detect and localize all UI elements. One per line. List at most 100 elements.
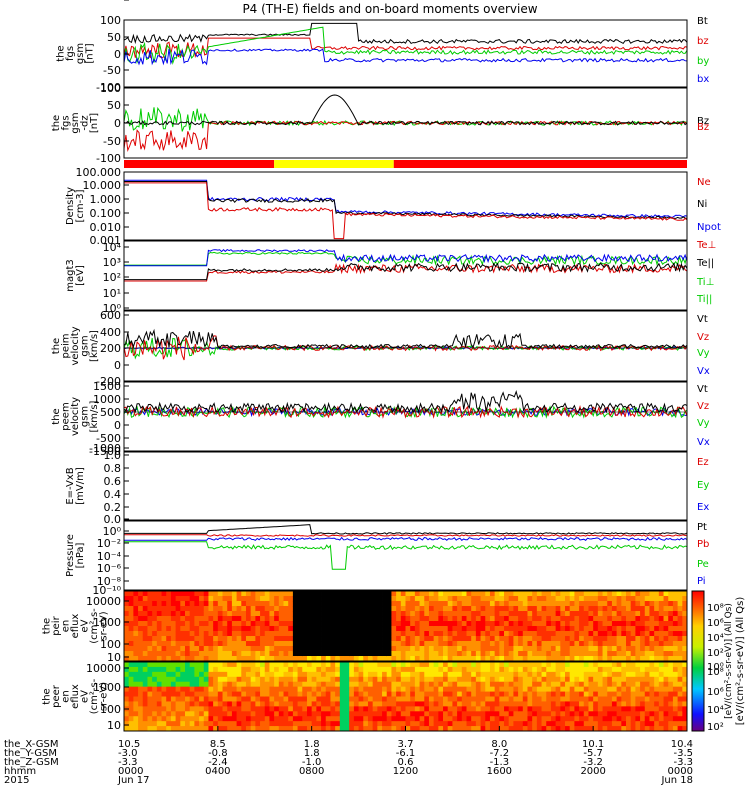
peir-spec-ylabel-line-5: (cm²-s- bbox=[89, 608, 100, 644]
peem-velocity-ylabel-line-3: gsm bbox=[80, 406, 91, 427]
fgs-gsm-dz-legend-1: Bz bbox=[697, 122, 709, 133]
fgs-gsm-ylabel-line-2: gsm bbox=[75, 43, 86, 64]
pb-trace bbox=[124, 534, 688, 537]
peim-velocity-ytick-label-3: 0 bbox=[114, 359, 121, 372]
temperature-legend-2: Ti⊥ bbox=[696, 277, 714, 288]
pressure-ytick-label-4: 10⁻⁸ bbox=[97, 575, 122, 588]
fgs-gsm-dz-ytick-label-2: 0 bbox=[114, 117, 121, 130]
temperature-ytick-label-4: 10⁰ bbox=[103, 302, 122, 315]
pi-trace bbox=[124, 536, 688, 541]
xtick-5-row-2: -3.2 bbox=[583, 757, 603, 768]
xtick-4-row-2: -1.3 bbox=[490, 757, 510, 768]
colorbar1-tick-4: 10⁰ bbox=[707, 662, 724, 673]
peem-velocity-legend-2: Vy bbox=[697, 418, 710, 429]
peer-spec-ylabel-line-5: (cm²-s- bbox=[89, 678, 100, 714]
peer-spec-ylabel-line-0: the bbox=[42, 688, 53, 704]
xtick-3-row-1: -6.1 bbox=[396, 748, 416, 759]
peem-velocity-frame bbox=[123, 381, 688, 452]
peir-spec-ylabel-line-4: eV bbox=[80, 619, 91, 632]
xaxis-row-label-0: the_X-GSM bbox=[4, 739, 58, 750]
ti-trace bbox=[124, 251, 688, 267]
peem-velocity-legend-3: Vx bbox=[697, 437, 710, 448]
pressure-ytick-label-3: 10⁻⁶ bbox=[97, 562, 122, 575]
fgs-gsm-dz-ytick-label-4: -100 bbox=[96, 152, 121, 165]
dz-red-trace bbox=[123, 120, 688, 153]
xtick-2-row-3: 0800 bbox=[299, 766, 324, 777]
peer-spec-ytick-label-2: 100 bbox=[100, 703, 121, 716]
colorbar-label-2: [eV/(cm²-s-sr-eV)] (All Qs) bbox=[724, 603, 734, 719]
peer-spec-ylabel-line-4: eV bbox=[80, 690, 91, 703]
density-ylabel-line-1: [cm-3] bbox=[75, 189, 86, 222]
temperature-ylabel-line-1: [eV] bbox=[75, 265, 86, 286]
density-legend-2: Npot bbox=[697, 222, 721, 233]
fgs-gsm-dz-ytick-label-3: -50 bbox=[103, 135, 121, 148]
density-ylabel: Density[cm-3] bbox=[65, 187, 86, 225]
colorbar-label: [eV/(cm²-s-sr-eV)] (All Qs) bbox=[735, 597, 746, 726]
xaxis-row-label-4: 2015 bbox=[4, 775, 29, 786]
efield-ytick-label-5: 0.0 bbox=[104, 513, 122, 526]
peim-velocity-ylabel-line-0: the bbox=[51, 338, 62, 354]
xtick-6-row-2: -3.3 bbox=[673, 757, 693, 768]
peem-velocity-ylabel-line-1: peem bbox=[61, 402, 72, 430]
pressure-ytick-label-5: 10⁻¹⁰ bbox=[92, 584, 121, 597]
fgs-gsm-dz-ytick-label-0: 100 bbox=[100, 82, 121, 95]
fgs-gsm-ytick-label-4: -100 bbox=[96, 81, 121, 94]
peem-velocity-legend-1: Vz bbox=[697, 401, 709, 412]
efield-ytick-label-2: 0.6 bbox=[104, 475, 122, 488]
peem-velocity-ytick-label-6: -1500 bbox=[89, 445, 121, 458]
ion-spectrogram bbox=[124, 591, 688, 662]
density-legend-0: Ne bbox=[697, 177, 711, 188]
density-ytick-label-1: 10.000 bbox=[83, 179, 122, 192]
pressure-ytick-label-1: 10⁻² bbox=[97, 537, 121, 550]
temperature-ylabel-line-0: magt3 bbox=[65, 259, 76, 292]
peim-velocity-legend-3: Vx bbox=[697, 366, 710, 377]
peem-velocity-ytick-label-0: 1500 bbox=[93, 380, 121, 393]
peer-spec-ytick-label-3: 10 bbox=[107, 719, 121, 732]
pressure-legend-1: Pb bbox=[697, 539, 709, 550]
xaxis-row-label-3: hhmm bbox=[4, 766, 36, 777]
peir-spec-ytick-label-1: 1000 bbox=[93, 616, 121, 629]
pressure-ytick-label-2: 10⁻⁴ bbox=[97, 550, 122, 563]
density-legend-1: Ni bbox=[697, 199, 707, 210]
te-par-trace bbox=[124, 262, 688, 281]
fgs-gsm-dz-ytick-label-1: 50 bbox=[107, 99, 121, 112]
xtick-3-row-2: 0.6 bbox=[398, 757, 414, 768]
pressure-ylabel-line-1: [nPa] bbox=[75, 542, 86, 568]
colorbar1-tick-1: 10⁶ bbox=[707, 618, 724, 629]
peem-vt-trace bbox=[123, 390, 688, 414]
colorbar2-tick-2: 10⁴ bbox=[707, 705, 724, 716]
fgs-gsm-dz-ylabel-line-4: [nT] bbox=[89, 113, 100, 133]
fgs-gsm-dz-ylabel-line-1: fgs bbox=[61, 115, 72, 130]
density-frame bbox=[123, 171, 688, 241]
pt-trace bbox=[124, 524, 688, 535]
temperature-legend-3: Ti|| bbox=[696, 294, 712, 305]
peim-velocity-ylabel-line-3: gsm bbox=[80, 335, 91, 356]
peim-velocity-ylabel-line-4: [km/s] bbox=[89, 330, 100, 362]
by-trace bbox=[123, 26, 688, 65]
fgs-gsm-ylabel-line-0: the bbox=[56, 45, 67, 61]
xtick-4-row-0: 8.0 bbox=[491, 739, 507, 750]
peim-velocity-ylabel-line-2: velocity bbox=[70, 326, 81, 365]
fgs-gsm-ylabel-line-1: fgs bbox=[65, 46, 76, 61]
peer-spec-ylabel-line-6: sr-eV) bbox=[99, 682, 110, 711]
pressure-legend-2: Pe bbox=[697, 559, 709, 570]
peer-spec-ytick-label-0: 10000 bbox=[86, 662, 121, 675]
mode-bar-segment-2 bbox=[274, 160, 394, 168]
xtick-4-row-1: -7.2 bbox=[490, 748, 510, 759]
ti-par-trace bbox=[124, 248, 688, 267]
peim-velocity-legend-0: Vt bbox=[697, 314, 708, 325]
peem-velocity-ylabel-line-2: velocity bbox=[70, 397, 81, 436]
peim-velocity-ytick-label-1: 400 bbox=[100, 326, 121, 339]
peem-velocity-legend-0: Vt bbox=[697, 384, 708, 395]
peir-spec-ylabel-line-0: the bbox=[42, 618, 53, 634]
peem-vz-trace bbox=[123, 405, 688, 419]
xtick-0-row-1: -3.0 bbox=[118, 748, 138, 759]
efield-ylabel-line-1: [mV/m] bbox=[75, 467, 86, 505]
density-ytick-label-2: 1.000 bbox=[90, 193, 122, 206]
peir-spec-ytick-label-2: 100 bbox=[100, 638, 121, 651]
